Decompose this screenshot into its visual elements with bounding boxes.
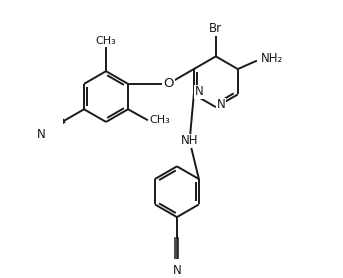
Text: N: N	[216, 98, 225, 111]
Text: CH₃: CH₃	[96, 36, 116, 46]
Text: CH₃: CH₃	[149, 115, 170, 125]
Text: O: O	[163, 77, 174, 90]
Text: N: N	[36, 128, 45, 141]
Text: N: N	[173, 264, 181, 277]
Text: Br: Br	[209, 22, 222, 35]
Text: NH₂: NH₂	[261, 52, 283, 65]
Text: NH: NH	[181, 135, 198, 147]
Text: N: N	[194, 85, 203, 98]
